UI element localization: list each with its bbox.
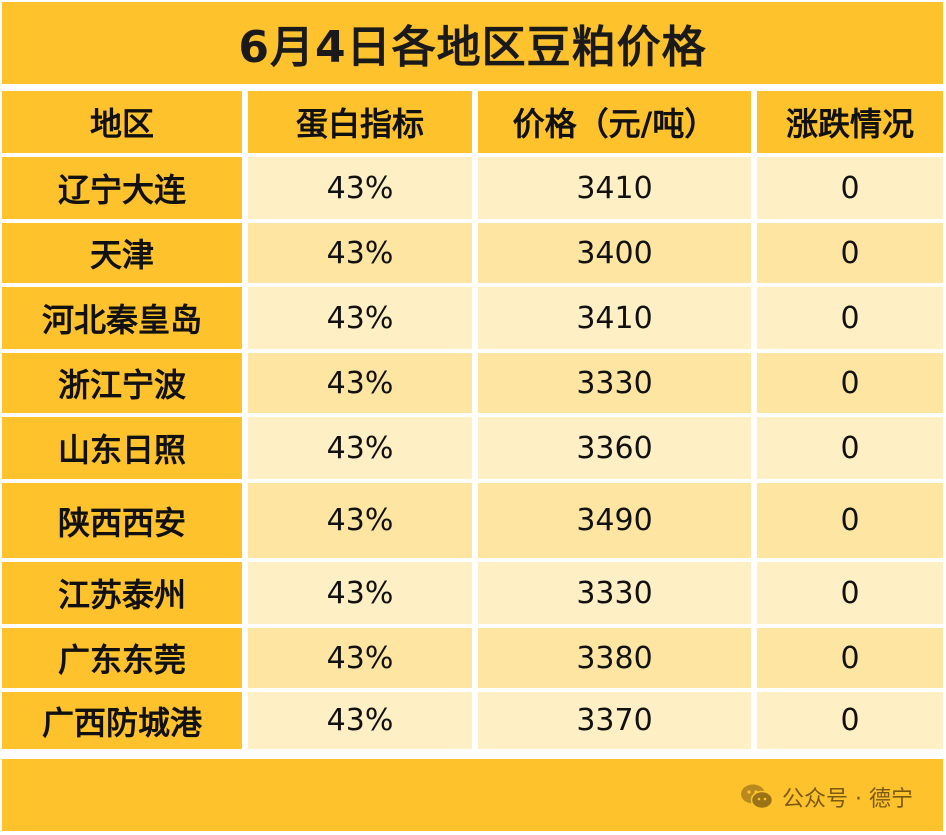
protein-cell: 43% [248,157,472,219]
table-row: 江苏泰州 43% 3330 0 [2,562,943,624]
table-title: 6月4日各地区豆粕价格 [2,2,943,84]
price-cell: 3380 [478,628,751,688]
region-cell: 辽宁大连 [2,157,242,219]
header-price: 价格（元/吨） [478,91,751,153]
protein-cell: 43% [248,223,472,283]
region-cell: 河北秦皇岛 [2,287,242,349]
change-cell: 0 [757,287,943,349]
region-cell: 浙江宁波 [2,353,242,413]
price-cell: 3410 [478,287,751,349]
region-cell: 山东日照 [2,417,242,479]
footer-bar: 公众号 · 德宁 [2,759,943,831]
change-cell: 0 [757,223,943,283]
region-cell: 天津 [2,223,242,283]
protein-cell: 43% [248,628,472,688]
header-region: 地区 [2,91,242,153]
price-cell: 3410 [478,157,751,219]
table-row: 河北秦皇岛 43% 3410 0 [2,287,943,349]
watermark: 公众号 · 德宁 [740,781,913,813]
protein-cell: 43% [248,692,472,749]
header-protein: 蛋白指标 [248,91,472,153]
protein-cell: 43% [248,417,472,479]
price-cell: 3360 [478,417,751,479]
table-row: 广西防城港 43% 3370 0 [2,692,943,749]
table-row: 山东日照 43% 3360 0 [2,417,943,479]
change-cell: 0 [757,692,943,749]
table-row: 辽宁大连 43% 3410 0 [2,157,943,219]
change-cell: 0 [757,157,943,219]
price-cell: 3330 [478,353,751,413]
watermark-text: 公众号 · 德宁 [782,787,913,812]
change-cell: 0 [757,353,943,413]
table-row: 广东东莞 43% 3380 0 [2,628,943,688]
change-cell: 0 [757,562,943,624]
change-cell: 0 [757,417,943,479]
region-cell: 江苏泰州 [2,562,242,624]
region-cell: 广东东莞 [2,628,242,688]
header-row: 地区 蛋白指标 价格（元/吨） 涨跌情况 [2,91,943,153]
price-cell: 3370 [478,692,751,749]
protein-cell: 43% [248,562,472,624]
header-change: 涨跌情况 [757,91,943,153]
change-cell: 0 [757,483,943,558]
price-cell: 3400 [478,223,751,283]
table-row: 天津 43% 3400 0 [2,223,943,283]
wechat-icon [741,784,774,810]
protein-cell: 43% [248,483,472,558]
region-cell: 广西防城港 [2,692,242,749]
price-cell: 3490 [478,483,751,558]
protein-cell: 43% [248,287,472,349]
protein-cell: 43% [248,353,472,413]
table-row: 浙江宁波 43% 3330 0 [2,353,943,413]
price-table: 地区 蛋白指标 价格（元/吨） 涨跌情况 辽宁大连 43% 3410 0 天津 … [2,91,943,749]
change-cell: 0 [757,628,943,688]
region-cell: 陕西西安 [2,483,242,558]
table-row: 陕西西安 43% 3490 0 [2,483,943,558]
price-cell: 3330 [478,562,751,624]
